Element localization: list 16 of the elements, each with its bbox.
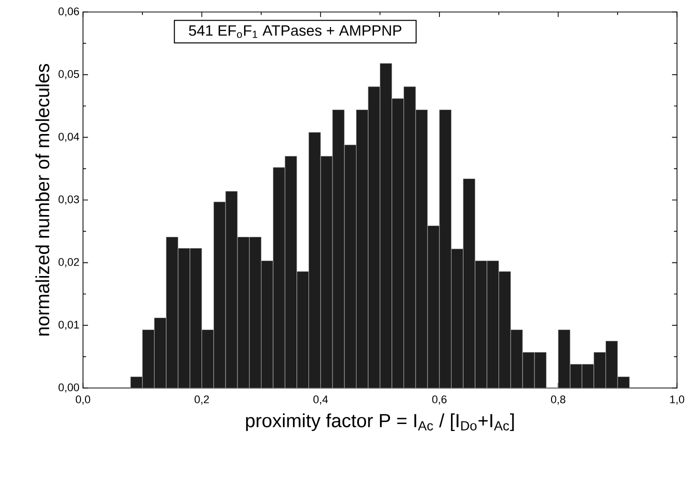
y-tick-label: 0,02: [58, 258, 79, 268]
text: 541 EF$_{o}$F$_{1}$ ATPases + AMPPNP: [188, 25, 402, 38]
x-axis-title: proximity factor P = I$_{Ac}$ / [I$_{Do}$+I$_{Ac}$]: [246, 413, 514, 432]
x-tick-label: 0,6: [432, 396, 447, 405]
x-tick-label: 1,0: [670, 396, 684, 405]
y-tick-label: 0,04: [58, 132, 80, 142]
x-tick-label: 0,0: [76, 396, 90, 405]
x-tick-label: 0,8: [551, 396, 566, 405]
y-axis-title: normalized number of molecules: [35, 64, 50, 336]
y-tick-label: 0,00: [58, 383, 80, 393]
x-tick-label: 0,2: [194, 396, 209, 405]
y-tick-label: 0,03: [58, 195, 79, 205]
y-tick-label: 0,05: [58, 70, 80, 80]
x-tick-label: 0,4: [313, 396, 328, 405]
y-tick-label: 0,06: [58, 7, 79, 17]
y-tick-label: 0,01: [58, 320, 79, 330]
